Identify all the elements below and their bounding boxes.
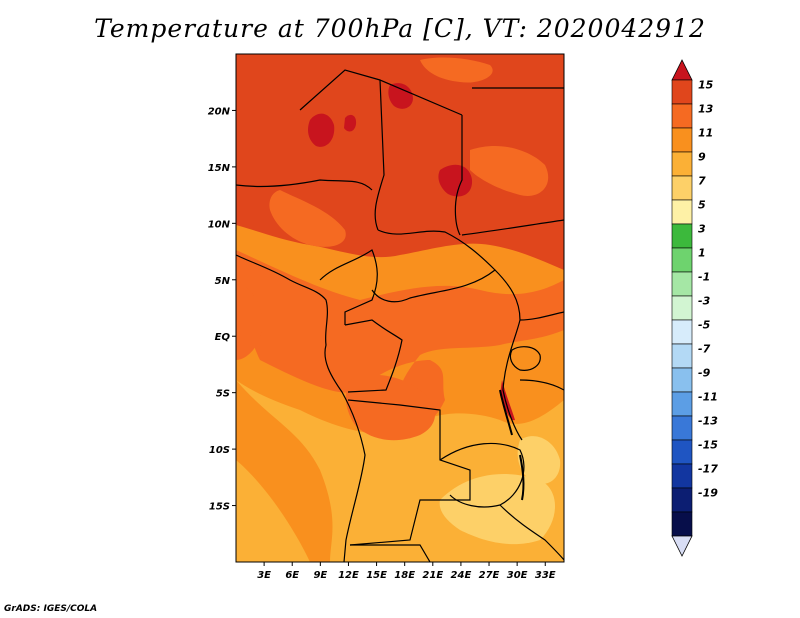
- border-congo: [344, 319, 403, 393]
- band-11-13-intrusion-b: [470, 145, 549, 196]
- band-11-13-intrusion-a: [269, 190, 346, 247]
- colorbar-swatch: [671, 247, 693, 273]
- colorbar-swatch: [671, 391, 693, 417]
- band-11-13-intrusion-c: [420, 57, 493, 83]
- colorbar: 15 13 11 9 7 5 3 1 -1 -3 -5 -7 -9 -11 -13 -15 -17 -19: [671, 59, 718, 557]
- lon-label: 12E: [338, 570, 359, 581]
- lon-label: 9E: [313, 570, 327, 581]
- lat-label: 20N: [208, 106, 231, 117]
- map-frame: [235, 53, 565, 563]
- band-15-pocket-c: [388, 83, 413, 109]
- colorbar-swatch: [671, 439, 693, 465]
- colorbar-swatch: [671, 487, 693, 513]
- colorbar-swatch: [671, 295, 693, 321]
- colorbar-label: 15: [698, 78, 714, 91]
- lat-label: 15N: [208, 163, 231, 174]
- lat-label: 10S: [209, 445, 230, 456]
- lon-label: 6E: [285, 570, 299, 581]
- border-ethiopia: [461, 219, 564, 236]
- colorbar-swatch: [671, 199, 693, 225]
- colorbar-label: 11: [698, 126, 713, 139]
- band-9-11-west: [236, 460, 310, 562]
- colorbar-swatch: [671, 463, 693, 489]
- colorbar-label: -11: [698, 390, 718, 403]
- colorbar-swatch: [671, 343, 693, 369]
- colorbar-swatch: [671, 103, 693, 129]
- lake-victoria: [509, 346, 541, 371]
- colorbar-label: 9: [698, 150, 706, 163]
- colorbar-label: -7: [698, 342, 711, 355]
- lon-label: 30E: [507, 570, 528, 581]
- colorbar-swatch: [671, 319, 693, 345]
- colorbar-swatch: [671, 415, 693, 441]
- lon-label: 3E: [257, 570, 271, 581]
- lon-label: 33E: [535, 570, 556, 581]
- lon-label: 27E: [479, 570, 500, 581]
- border-namibia: [350, 544, 431, 562]
- border-drc-east: [494, 269, 523, 441]
- colorbar-swatch: [671, 271, 693, 297]
- colorbar-label: -3: [698, 294, 711, 307]
- longitude-axis: 3E 6E 9E 12E 15E 18E 21E 24E 27E 30E 33E: [257, 562, 556, 581]
- lon-label: 24E: [451, 570, 472, 581]
- border-sudan-west: [454, 115, 463, 236]
- colorbar-swatch: [671, 511, 693, 537]
- lat-label: EQ: [215, 332, 231, 343]
- colorbar-label: -5: [698, 318, 711, 331]
- lake-tanganyika: [499, 389, 513, 436]
- lake-malawi: [519, 454, 525, 501]
- colorbar-label: 7: [698, 174, 706, 187]
- band-15-pocket-e: [500, 380, 515, 421]
- lat-label: 15S: [209, 502, 230, 513]
- band-15-pocket-d: [344, 114, 357, 132]
- colorbar-swatch: [671, 367, 693, 393]
- colorbar-label: -17: [698, 462, 718, 475]
- colorbar-label: -13: [698, 414, 718, 427]
- border-kenya-uganda: [519, 311, 564, 321]
- country-borders: [236, 69, 564, 562]
- band-15-pocket-b: [438, 164, 473, 197]
- colorbar-swatch: [671, 175, 693, 201]
- colorbar-label: 5: [698, 198, 706, 211]
- chart-title: Temperature at 700hPa [C], VT: 202004291…: [94, 14, 706, 43]
- coastline-west: [236, 254, 366, 562]
- colorbar-label: -1: [698, 270, 710, 283]
- colorbar-swatch: [671, 151, 693, 177]
- lat-label: 10N: [208, 219, 231, 230]
- band-5-7-pocket2: [517, 436, 561, 484]
- lat-label: 5S: [216, 389, 230, 400]
- border-cameroon: [319, 249, 378, 325]
- lon-label: 15E: [366, 570, 387, 581]
- border-mozambique: [499, 504, 564, 561]
- grads-credit: GrADS: IGES/COLA: [4, 604, 98, 614]
- border-libya-chad: [299, 69, 463, 116]
- colorbar-swatch: [671, 127, 693, 153]
- colorbar-label: 1: [698, 246, 706, 259]
- border-niger-nigeria: [236, 179, 373, 191]
- colorbar-bottom-arrow: [671, 535, 693, 557]
- lon-label: 21E: [422, 570, 443, 581]
- colorbar-top-arrow: [671, 59, 693, 81]
- colorbar-label: 13: [698, 102, 714, 115]
- band-15-pocket-a: [308, 113, 335, 147]
- colorbar-label: 3: [698, 222, 706, 235]
- latitude-axis: 20N 15N 10N 5N EQ 5S 10S 15S: [208, 106, 236, 513]
- border-tanzania: [519, 379, 564, 391]
- band-11-13-westcoast: [236, 280, 263, 360]
- border-chad-west: [374, 79, 385, 231]
- lat-label: 5N: [215, 276, 231, 287]
- lon-label: 18E: [394, 570, 415, 581]
- border-angola: [347, 399, 471, 546]
- border-car: [371, 229, 496, 303]
- temperature-field: [236, 54, 564, 562]
- colorbar-label: -19: [698, 486, 718, 499]
- colorbar-swatch: [671, 79, 693, 105]
- colorbar-label: -15: [698, 438, 718, 451]
- colorbar-label: -9: [698, 366, 711, 379]
- colorbar-swatch: [671, 223, 693, 249]
